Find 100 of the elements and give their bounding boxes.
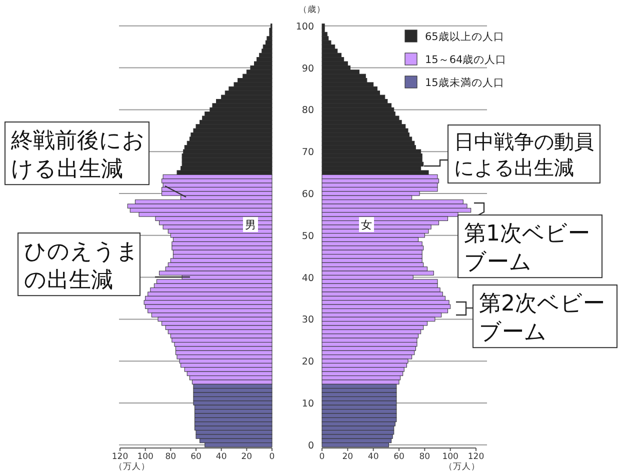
y-tick-label: 10 [302,398,314,410]
bar [322,103,392,108]
bar [322,367,404,372]
bar [322,258,422,263]
bar [172,237,272,242]
bar [322,82,374,87]
x-tick-label: 40 [216,452,227,462]
bar [322,182,438,188]
bar [179,358,272,364]
bar [159,270,272,276]
bar [194,413,272,418]
bar [175,346,272,351]
legend-label: 15～64歳の人口 [425,53,507,66]
x-axis-title: （万人） [444,461,480,472]
annotation: 終戦前後における出生減 [4,122,186,198]
y-tick-label: 0 [308,440,314,452]
bar [322,204,468,208]
bar [322,61,348,66]
y-tick-label: 40 [302,272,314,284]
x-tick-label: 120 [112,452,128,462]
legend-label: 65歳以上の人口 [425,30,504,43]
y-tick-label: 30 [302,314,314,326]
annotation: ひのえうまの出生減 [18,232,190,296]
bar [183,149,272,154]
annotation: 第2次ベビーブーム [456,284,618,348]
bar [151,312,272,318]
bar [145,304,272,309]
bar [322,358,408,364]
bar [162,191,272,196]
bar [322,346,416,351]
x-tick-label: 0 [319,452,325,462]
bar [196,434,272,439]
x-tick-label: 60 [190,452,202,462]
legend-label: 15歳未満の人口 [425,76,504,89]
annotation: 日中戦争の動員による出生減 [454,130,594,180]
bar [202,116,272,120]
bar [193,400,272,406]
bar [322,380,400,384]
bar [246,70,272,74]
y-axis-title: （歳） [298,4,326,15]
bar [322,32,328,37]
bar [322,292,443,296]
x-tick-label: 0 [269,452,275,462]
y-tick-label: 60 [302,189,314,200]
bar [322,442,389,448]
bar [212,103,272,108]
bar [172,250,272,255]
bar [322,40,332,46]
annotation: 女 [359,217,374,232]
bar [162,182,272,188]
bar [322,94,386,100]
y-tick-label: 20 [302,356,314,368]
bar [182,158,272,162]
bar [254,61,272,66]
x-axis-title: （万人） [114,461,150,472]
bar [322,413,397,418]
y-tick-label: 90 [302,63,314,74]
bar [322,325,424,330]
annotation: 第1次ベビーブーム [458,202,602,278]
annotation: 男 [243,217,258,232]
bar [193,128,272,133]
annotation: 第1次ベビーブーム [464,221,590,275]
bar [322,116,400,120]
y-tick-label: 100 [296,21,314,32]
x-tick-label: 100 [442,452,458,462]
bar [322,158,422,162]
bar [322,279,438,284]
bar [269,28,272,32]
y-tick-label: 80 [302,105,314,116]
bar [266,36,272,41]
x-tick-label: 120 [468,452,484,462]
bar [322,250,422,255]
bar [322,28,325,32]
bar [322,24,325,28]
x-tick-label: 60 [394,452,404,462]
x-tick-label: 40 [368,452,379,462]
annotation: 終戦前後における出生減 [10,128,145,182]
bar [170,258,272,263]
bar [262,48,272,54]
bar [156,279,272,284]
y-tick-label: 50 [302,230,314,242]
x-tick-label: 80 [419,452,430,462]
bar [322,270,434,276]
bar [322,136,412,142]
bar [322,48,338,54]
bar [193,392,272,397]
x-tick-label: 20 [241,452,252,462]
bar [269,32,272,37]
y-tick-label: 70 [302,147,314,158]
bar [127,204,272,208]
annotation: ひのえうまの出生減 [24,239,139,293]
bar [189,136,272,142]
bar [322,304,451,309]
annotation: 日中戦争の動員による出生減 [424,124,600,184]
x-tick-label: 20 [342,452,354,462]
bar [322,128,408,133]
bar [194,426,272,430]
bar [148,292,272,296]
bar [322,400,397,406]
bar [265,40,272,46]
